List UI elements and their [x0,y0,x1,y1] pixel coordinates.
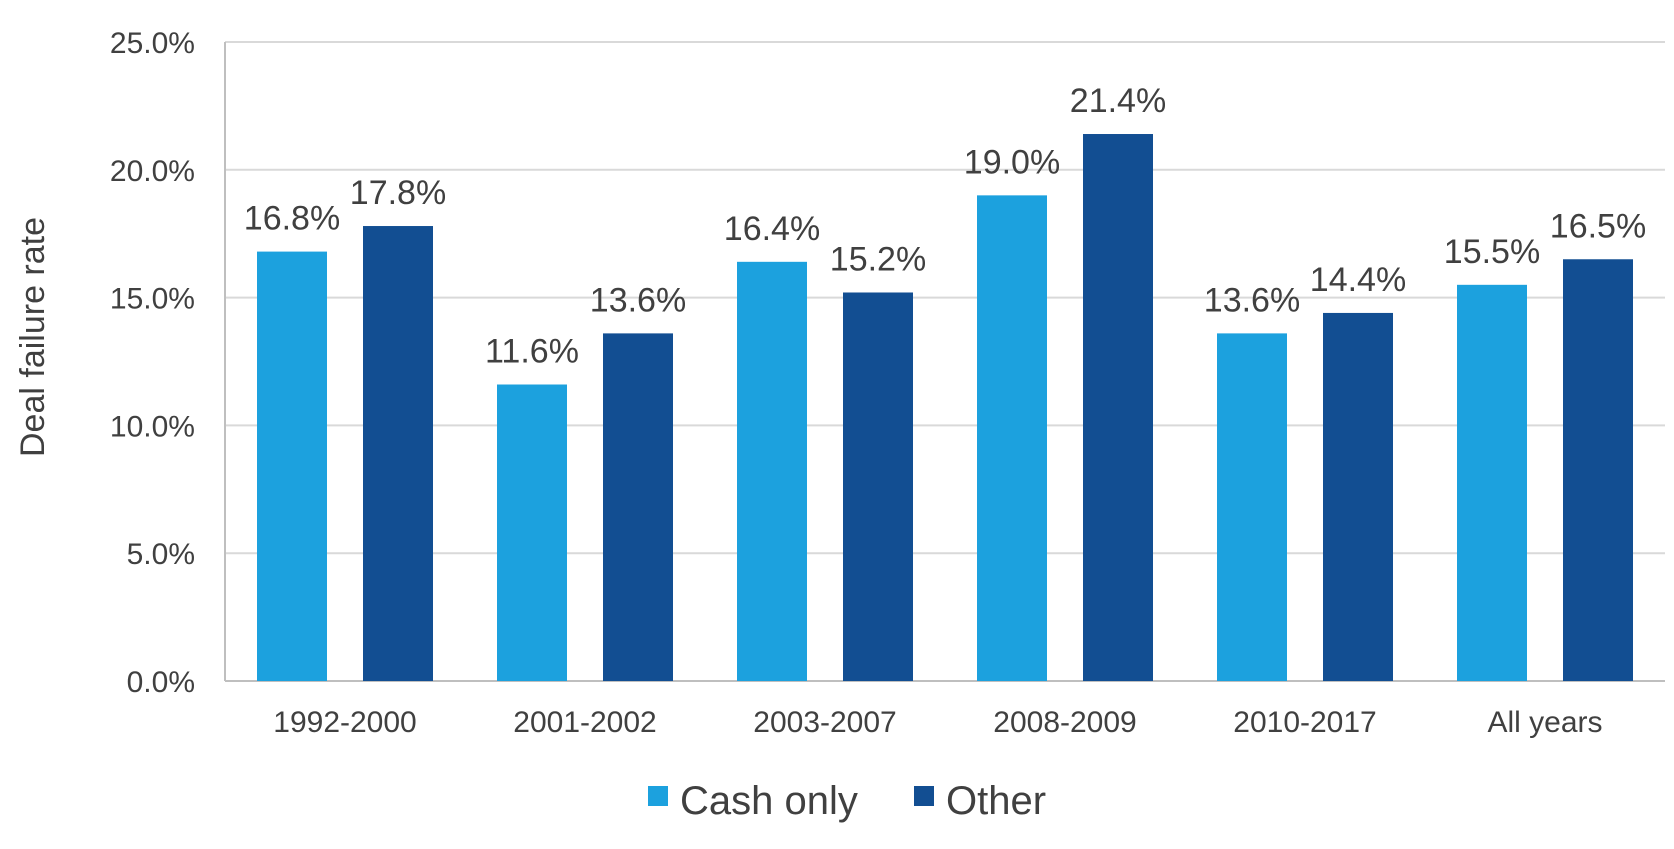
data-label: 16.8% [244,200,340,238]
bar-cash-only [497,384,567,681]
x-tick-label: 2010-2017 [1233,706,1376,739]
legend: Cash only Other [648,779,1046,823]
data-label: 17.8% [350,174,446,212]
data-label: 16.5% [1550,207,1646,245]
y-tick-label: 20.0% [110,155,195,188]
bar-other [1083,134,1153,682]
data-label: 21.4% [1070,82,1166,120]
data-label: 15.2% [830,240,926,278]
data-label: 13.6% [590,281,686,319]
y-tick-label: 15.0% [110,283,195,316]
y-tick-label: 10.0% [110,410,195,443]
data-label: 11.6% [485,333,579,371]
bar-cash-only [977,195,1047,682]
legend-swatch [648,786,668,806]
data-label: 14.4% [1310,261,1406,299]
data-label: 19.0% [964,143,1060,181]
bar-other [1563,259,1633,681]
gridlines [224,41,1665,682]
legend-label: Other [946,779,1046,823]
bar-other [603,333,673,681]
legend-swatch [914,786,934,806]
bar-cash-only [1457,284,1527,681]
y-tick-label: 5.0% [127,538,195,571]
data-label: 15.5% [1444,233,1540,271]
bars [257,134,1633,682]
bar-other [363,226,433,682]
x-tick-label: All years [1487,706,1602,739]
bar-cash-only [737,261,807,681]
x-tick-label: 2008-2009 [993,706,1136,739]
legend-label: Cash only [680,779,858,823]
bar-other [1323,312,1393,681]
y-axis-title: Deal failure rate [14,217,52,457]
data-label: 13.6% [1204,281,1300,319]
y-axis-ticks: 0.0% 5.0% 10.0% 15.0% 20.0% 25.0% [110,27,195,699]
bar-cash-only [1217,333,1287,681]
x-tick-label: 2003-2007 [753,706,896,739]
y-tick-label: 25.0% [110,27,195,60]
bar-cash-only [257,251,327,682]
x-axis-ticks: 1992-2000 2001-2002 2003-2007 2008-2009 2010… [273,706,1602,739]
x-tick-label: 2001-2002 [513,706,656,739]
bar-other [843,292,913,681]
x-tick-label: 1992-2000 [273,706,416,739]
y-tick-label: 0.0% [127,666,195,699]
data-labels: 16.8% 17.8% 11.6% 13.6% 16.4% 15.2% 19.0% 21.4%… [244,82,1646,370]
data-label: 16.4% [724,210,820,248]
